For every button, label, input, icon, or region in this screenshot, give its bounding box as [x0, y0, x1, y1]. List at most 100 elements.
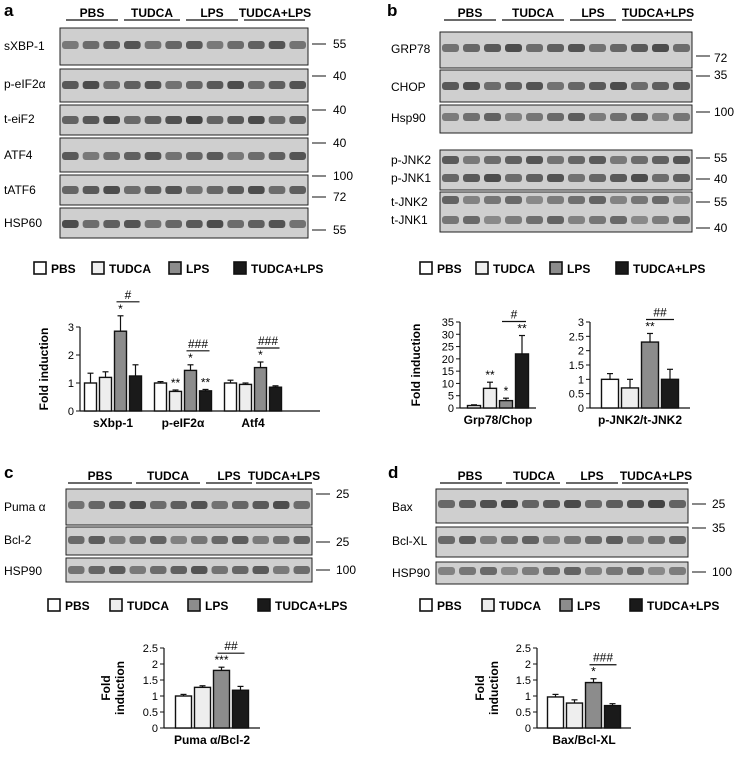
blot-band — [505, 82, 522, 90]
y-tick-label: 2 — [578, 346, 584, 358]
mw-marker: 40 — [714, 172, 728, 186]
blot-band — [227, 41, 244, 49]
significance-mark: ### — [593, 651, 613, 665]
blot-band — [480, 536, 497, 544]
blot-band — [631, 82, 648, 90]
blot-band — [124, 186, 141, 194]
significance-mark: ### — [258, 334, 278, 348]
bar — [514, 353, 530, 409]
blot-band — [82, 116, 100, 124]
y-tick-label: 20 — [442, 354, 454, 366]
blot-band — [463, 113, 480, 121]
blot-band — [568, 196, 585, 204]
band-label: HSP90 — [4, 564, 42, 578]
blot-band — [547, 44, 564, 52]
blot-band — [505, 156, 522, 164]
blot-band — [268, 186, 286, 194]
blot-band — [206, 186, 224, 194]
blot-band — [501, 536, 518, 544]
y-tick-label: 0 — [68, 406, 74, 418]
blot-band — [62, 220, 79, 228]
legend: PBS TUDCA LPS TUDCA+LPS — [33, 261, 323, 276]
blot-band — [289, 116, 306, 124]
blot-band — [610, 196, 627, 204]
blot-band — [165, 116, 182, 124]
blot-band — [144, 116, 162, 124]
blot-band — [631, 44, 648, 52]
blot-band — [442, 196, 459, 204]
blot-band — [673, 113, 690, 121]
blot-band — [109, 501, 126, 509]
blot-band — [564, 500, 581, 508]
band-label: sXBP-1 — [4, 39, 45, 53]
significance-mark: * — [591, 665, 596, 679]
blot-band — [150, 536, 167, 544]
bar — [603, 704, 622, 729]
significance-mark: * — [504, 384, 509, 398]
band-label: Hsp90 — [391, 111, 426, 125]
blot-band — [124, 41, 141, 49]
blot-band — [103, 152, 120, 160]
blot-band — [526, 82, 543, 90]
group-label: LPS — [200, 6, 223, 20]
mw-marker: 72 — [333, 190, 347, 204]
blot-band — [186, 220, 203, 228]
blot-band — [62, 116, 79, 124]
blot-band — [273, 501, 290, 509]
blot-band — [191, 536, 208, 544]
blot-band — [547, 174, 564, 182]
blot-band — [438, 500, 455, 508]
category-label: Atf4 — [241, 416, 265, 430]
blot-bcl2 — [65, 526, 313, 556]
blot-band — [589, 113, 606, 121]
significance-mark: * — [188, 351, 193, 365]
blot-band — [206, 41, 224, 49]
blot-band — [268, 220, 286, 228]
blot-band — [62, 152, 79, 160]
blot-band — [547, 113, 564, 121]
blot-band — [627, 500, 644, 508]
y-tick-label: 10 — [442, 378, 454, 390]
legend-label: PBS — [437, 599, 462, 613]
blot-band — [505, 216, 522, 224]
group-label: TUDCA+LPS — [620, 469, 692, 483]
bar — [546, 696, 565, 729]
blot-band — [252, 501, 269, 509]
blot-band — [585, 567, 602, 575]
legend-swatch — [475, 261, 489, 275]
legend-label: TUDCA — [109, 262, 151, 276]
blot-band — [610, 216, 627, 224]
group-label: PBS — [88, 469, 113, 483]
legend-swatch — [109, 598, 123, 612]
blot-band — [211, 566, 228, 574]
blot-band — [673, 44, 690, 52]
y-axis-label: induction — [113, 661, 127, 715]
blot-band — [589, 82, 606, 90]
blot-band — [289, 41, 306, 49]
y-tick-label: 30 — [442, 329, 454, 341]
blot-band — [103, 116, 120, 124]
group-label: TUDCA+LPS — [239, 6, 311, 20]
category-label: sXbp-1 — [93, 416, 133, 430]
blot-band — [293, 566, 310, 574]
legend-label: TUDCA — [499, 599, 541, 613]
bar — [223, 382, 238, 412]
blot-band — [547, 196, 564, 204]
significance-mark: * — [258, 348, 263, 362]
significance-mark: * — [118, 302, 123, 316]
legend-label: TUDCA+LPS — [647, 599, 719, 613]
group-label: TUDCA+LPS — [622, 6, 694, 20]
blot-band — [289, 152, 306, 160]
y-tick-label: 0 — [578, 403, 584, 415]
bar — [498, 399, 514, 409]
y-axis-label: Fold — [473, 675, 487, 700]
significance-mark: ## — [653, 305, 667, 319]
mw-marker: 100 — [712, 565, 732, 579]
y-axis-label: Fold — [99, 675, 113, 700]
bar — [565, 702, 584, 729]
bar — [600, 378, 620, 409]
blot-band — [206, 152, 224, 160]
significance-mark: ## — [224, 639, 238, 653]
blot-band — [459, 500, 476, 508]
